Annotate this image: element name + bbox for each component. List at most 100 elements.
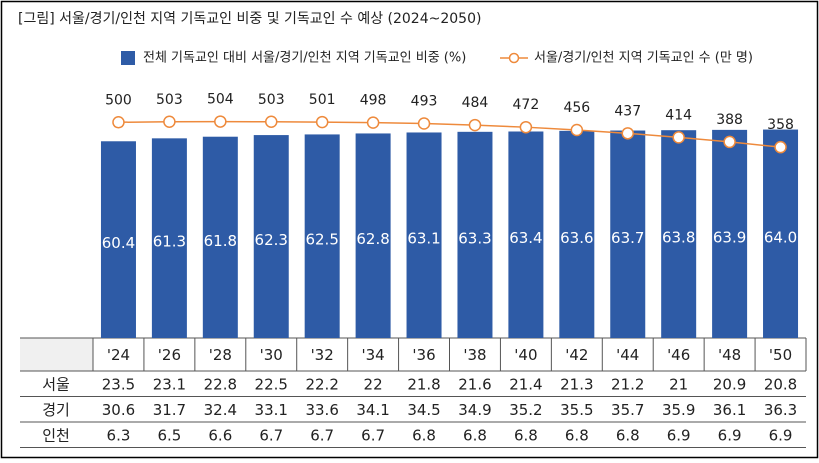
x-tick-label: '48: [718, 346, 741, 364]
legend-label: 전체 기독교인 대비 서울/경기/인천 지역 기독교인 비중 (%): [143, 51, 466, 66]
table-cell: 6.7: [259, 426, 283, 444]
x-tick-label: '32: [311, 346, 334, 364]
table-cell: 34.9: [458, 401, 491, 419]
table-cell: 6.8: [565, 426, 589, 444]
table-cell: 6.5: [157, 426, 181, 444]
table-header-cell: [20, 338, 93, 371]
bar-value-label: 61.8: [204, 232, 237, 250]
table-cell: 21.8: [407, 375, 440, 393]
table-cell: 23.1: [153, 375, 186, 393]
table-cell: 33.1: [255, 401, 288, 419]
bar-value-label: 63.8: [662, 229, 695, 247]
line-marker: [265, 115, 278, 129]
table-cell: 35.7: [611, 401, 644, 419]
bar: [712, 129, 748, 338]
table-cell: 35.9: [662, 401, 695, 419]
line-marker: [468, 118, 482, 132]
x-tick-label: '34: [361, 346, 384, 364]
table-cell: 34.5: [407, 401, 440, 419]
table-cell: 6.3: [107, 426, 131, 444]
line-marker: [621, 127, 634, 140]
table-cell: 6.9: [667, 426, 691, 444]
x-tick-label: '44: [616, 346, 639, 364]
bar-value-label: 62.5: [305, 231, 338, 249]
line-marker: [112, 116, 125, 129]
line-marker: [723, 135, 736, 149]
bar: [202, 136, 238, 338]
table-cell: 6.8: [463, 426, 487, 444]
table-cell: 35.5: [560, 401, 593, 419]
line-marker: [774, 140, 787, 154]
bar-value-label: 63.4: [509, 229, 542, 247]
line-value-label: 493: [411, 94, 438, 110]
bar-value-label: 63.3: [458, 229, 491, 247]
table-cell: 6.9: [769, 426, 793, 444]
bar: [610, 130, 646, 338]
line-value-label: 484: [462, 95, 489, 111]
table-cell: 22.2: [305, 375, 338, 393]
line-value-label: 358: [767, 117, 794, 133]
chart-title: [그림] 서울/경기/인천 지역 기독교인 비중 및 기독교인 수 예상 (20…: [18, 11, 481, 27]
x-tick-label: '30: [260, 346, 283, 364]
x-tick-label: '26: [158, 346, 181, 364]
bar-value-label: 63.1: [407, 230, 440, 248]
table-cell: 32.4: [204, 401, 237, 419]
table-cell: 21.2: [611, 375, 644, 393]
line-value-label: 500: [105, 92, 132, 108]
legend-marker: [508, 52, 520, 64]
bar: [559, 130, 595, 338]
x-tick-label: '28: [209, 346, 232, 364]
bar-value-label: 61.3: [153, 233, 186, 251]
table-cell: 20.8: [764, 375, 797, 393]
bar: [100, 141, 136, 338]
table-cell: 22: [364, 375, 383, 393]
bar: [457, 131, 493, 338]
line-value-label: 498: [360, 93, 387, 109]
bar: [661, 130, 697, 338]
table-cell: 23.5: [102, 375, 135, 393]
legend-label: 서울/경기/인천 지역 기독교인 수 (만 명): [534, 51, 753, 66]
line-marker: [315, 115, 329, 129]
line-value-label: 501: [309, 92, 336, 108]
legend-swatch: [121, 51, 135, 65]
table-cell: 6.8: [514, 426, 538, 444]
x-tick-label: '40: [514, 346, 537, 364]
line-marker: [163, 115, 176, 129]
line-marker: [672, 131, 685, 144]
table-cell: 6.8: [412, 426, 436, 444]
line-value-label: 414: [665, 107, 692, 123]
bar-value-label: 60.4: [102, 234, 135, 252]
table-cell: 6.7: [310, 426, 334, 444]
table-row-label: 서울: [42, 375, 70, 393]
table-cell: 21.6: [458, 375, 491, 393]
line-value-label: 437: [614, 103, 641, 119]
x-tick-label: '42: [565, 346, 588, 364]
bar: [508, 131, 544, 338]
bar: [406, 132, 442, 338]
line-marker: [570, 123, 584, 137]
table-cell: 36.1: [713, 401, 746, 419]
table-cell: 6.7: [361, 426, 385, 444]
line-value-label: 456: [563, 100, 590, 116]
table-cell: 21.4: [509, 375, 542, 393]
table-cell: 6.9: [718, 426, 742, 444]
x-tick-label: '46: [667, 346, 690, 364]
table-cell: 6.6: [208, 426, 232, 444]
bar: [304, 134, 340, 338]
line-value-label: 472: [513, 97, 540, 113]
bar-value-label: 63.9: [713, 228, 746, 246]
x-tick-label: '36: [412, 346, 435, 364]
bar: [151, 138, 187, 338]
x-tick-label: '38: [463, 346, 486, 364]
table-row-label: 경기: [42, 401, 70, 419]
line-value-label: 504: [207, 92, 234, 108]
line-value-label: 503: [258, 92, 285, 108]
line-marker: [417, 117, 431, 130]
table-cell: 21.3: [560, 375, 593, 393]
table-cell: 35.2: [509, 401, 542, 419]
line-value-label: 503: [156, 92, 183, 108]
line-marker: [214, 115, 227, 128]
bar-value-label: 62.3: [255, 231, 288, 249]
bar: [763, 129, 799, 338]
